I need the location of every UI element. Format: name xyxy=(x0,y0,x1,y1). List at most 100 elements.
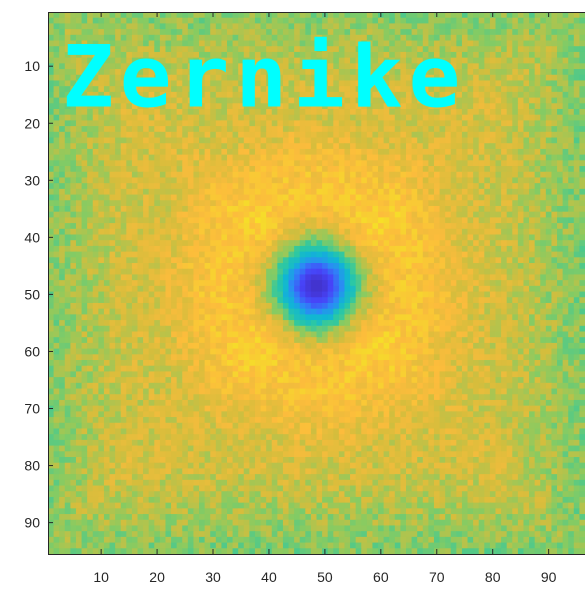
heatmap-cell xyxy=(573,23,580,30)
heatmap-cell xyxy=(64,63,71,70)
heatmap-cell xyxy=(249,23,256,30)
heatmap-cell xyxy=(428,285,435,293)
heatmap-cell xyxy=(411,257,418,264)
heatmap-cell xyxy=(551,40,558,47)
heatmap-cell xyxy=(489,171,497,179)
heatmap-cell xyxy=(551,160,558,167)
heatmap-cell xyxy=(540,46,547,53)
heatmap-cell xyxy=(109,148,116,156)
heatmap-cell xyxy=(327,12,334,19)
heatmap-cell xyxy=(450,228,457,236)
heatmap-cell xyxy=(523,223,530,230)
heatmap-cell xyxy=(193,211,200,218)
heatmap-cell xyxy=(383,91,390,99)
heatmap-cell xyxy=(131,51,139,59)
heatmap-cell xyxy=(143,183,150,190)
heatmap-cell xyxy=(109,51,116,59)
heatmap-cell xyxy=(478,285,485,293)
heatmap-cell xyxy=(389,29,396,36)
heatmap-cell xyxy=(294,23,301,30)
heatmap-cell xyxy=(115,234,122,241)
heatmap-cell xyxy=(467,274,474,281)
heatmap-cell xyxy=(126,80,133,87)
heatmap-cell xyxy=(350,211,357,218)
heatmap-cell xyxy=(366,12,374,19)
heatmap-cell xyxy=(378,234,385,241)
heatmap-cell xyxy=(221,223,228,230)
heatmap-cell xyxy=(288,126,295,133)
heatmap-cell xyxy=(87,268,94,276)
heatmap-cell xyxy=(389,302,396,310)
heatmap-cell xyxy=(165,200,172,207)
heatmap-cell xyxy=(372,34,379,42)
heatmap-cell xyxy=(568,251,575,258)
heatmap-cell xyxy=(187,51,195,59)
heatmap-cell xyxy=(400,108,407,116)
heatmap-cell xyxy=(406,137,413,144)
heatmap-cell xyxy=(366,34,374,42)
heatmap-cell xyxy=(501,240,508,247)
heatmap-cell xyxy=(333,74,340,82)
heatmap-cell xyxy=(534,97,541,104)
heatmap-cell xyxy=(266,297,273,304)
heatmap-cell xyxy=(59,240,66,247)
heatmap-cell xyxy=(53,308,60,315)
heatmap-cell xyxy=(433,23,441,30)
heatmap-cell xyxy=(137,23,144,30)
heatmap-cell xyxy=(305,274,312,281)
heatmap-cell xyxy=(478,86,485,93)
heatmap-cell xyxy=(294,143,301,150)
heatmap-cell xyxy=(355,126,362,133)
heatmap-cell xyxy=(154,217,161,224)
heatmap-cell xyxy=(143,285,150,293)
heatmap-cell xyxy=(109,217,116,224)
heatmap-cell xyxy=(501,188,508,196)
heatmap-cell xyxy=(562,280,569,287)
heatmap-cell xyxy=(277,148,284,156)
heatmap-cell xyxy=(501,137,508,144)
heatmap-cell xyxy=(562,103,569,110)
heatmap-cell xyxy=(92,177,99,184)
heatmap-cell xyxy=(254,245,262,253)
heatmap-cell xyxy=(406,251,413,258)
heatmap-cell xyxy=(254,228,262,236)
heatmap-cell xyxy=(557,103,564,110)
heatmap-cell xyxy=(529,228,536,236)
heatmap-cell xyxy=(495,160,502,167)
heatmap-cell xyxy=(406,131,413,139)
heatmap-cell xyxy=(568,51,575,59)
heatmap-cell xyxy=(70,171,77,179)
heatmap-cell xyxy=(165,80,172,87)
heatmap-cell xyxy=(517,188,525,196)
heatmap-cell xyxy=(131,223,139,230)
heatmap-cell xyxy=(562,263,569,270)
heatmap-cell xyxy=(131,217,139,224)
heatmap-cell xyxy=(260,40,267,47)
heatmap-cell xyxy=(456,280,463,287)
heatmap-cell xyxy=(64,46,71,53)
heatmap-cell xyxy=(305,160,312,167)
heatmap-cell xyxy=(557,166,564,173)
heatmap-cell xyxy=(579,183,585,190)
heatmap-cell xyxy=(199,12,206,19)
heatmap-cell xyxy=(579,91,585,99)
heatmap-cell xyxy=(461,280,469,287)
heatmap-cell xyxy=(400,97,407,104)
heatmap-cell xyxy=(131,302,139,310)
heatmap-cell xyxy=(506,251,513,258)
heatmap-cell xyxy=(372,74,379,82)
heatmap-cell xyxy=(221,240,228,247)
heatmap-cell xyxy=(131,103,139,110)
heatmap-cell xyxy=(299,86,306,93)
heatmap-cell xyxy=(501,245,508,253)
heatmap-cell xyxy=(523,257,530,264)
heatmap-cell xyxy=(517,91,525,99)
heatmap-cell xyxy=(545,240,553,247)
heatmap-cell xyxy=(551,263,558,270)
heatmap-cell xyxy=(467,12,474,19)
heatmap-cell xyxy=(288,51,295,59)
heatmap-cell xyxy=(344,91,351,99)
heatmap-cell xyxy=(366,183,374,190)
heatmap-cell xyxy=(182,205,189,213)
heatmap-cell xyxy=(579,114,585,121)
